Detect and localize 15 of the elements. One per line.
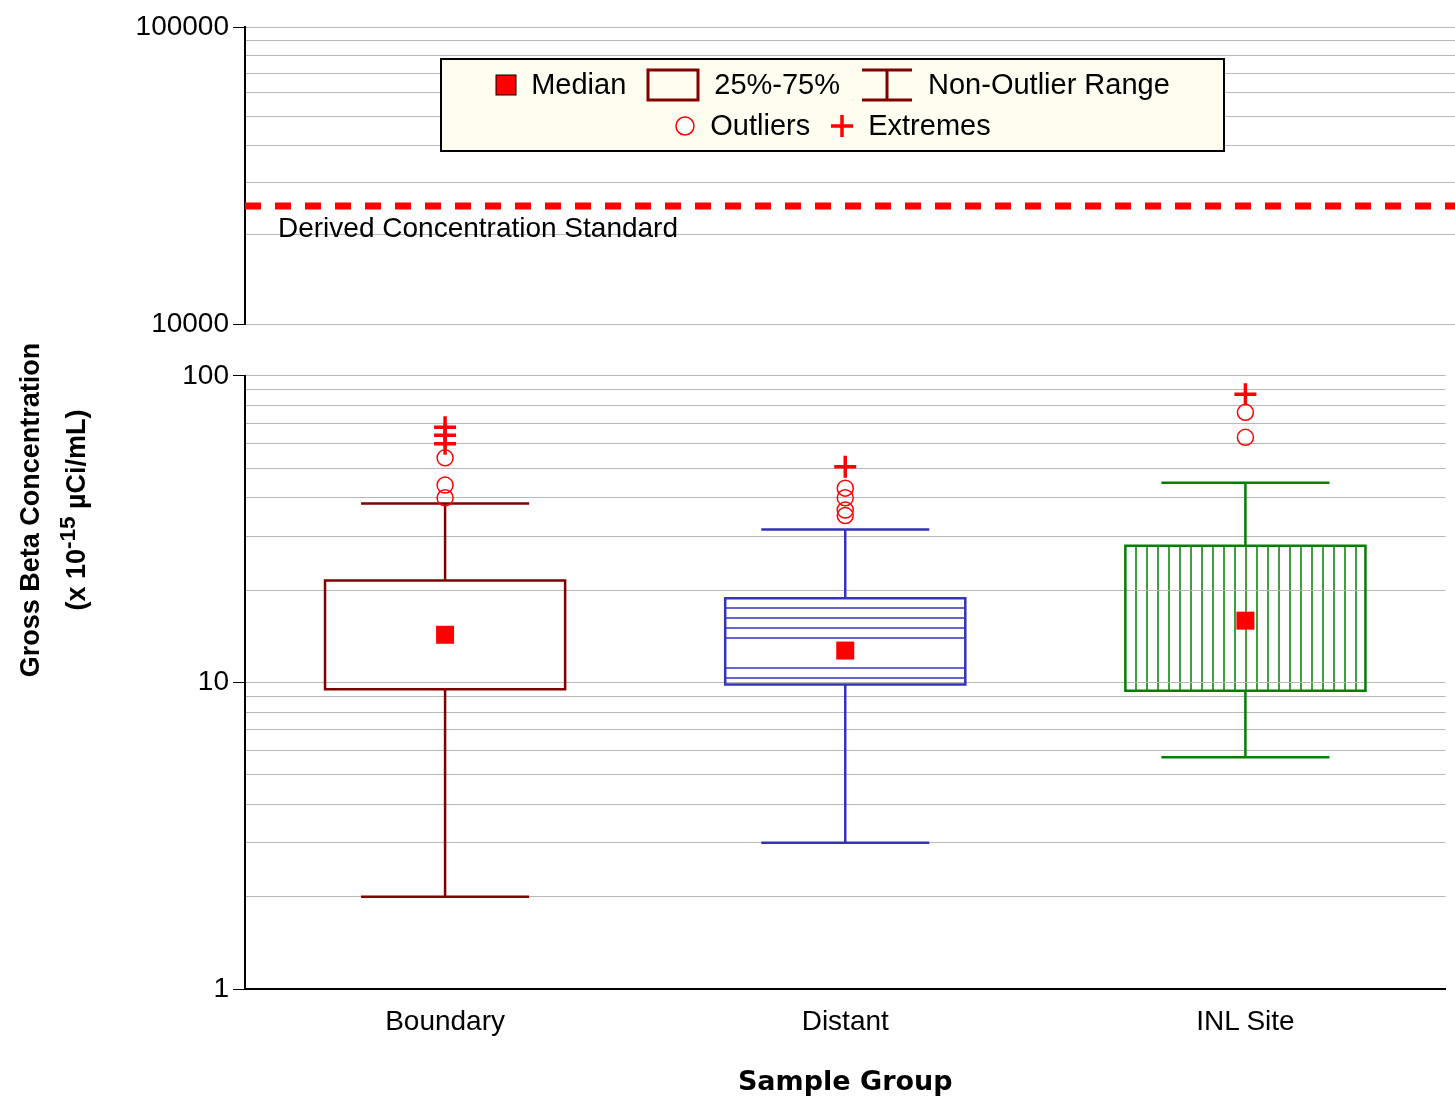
x-axis-title: Sample Group [737,1064,953,1096]
y-tick-label: 100 [182,358,229,390]
annotation: 25%-75% [714,68,841,101]
y-tick-label: 10 [197,665,229,697]
ref-line-label: Derived Concentration Standard [278,211,679,243]
legend-label: Non-Outlier Range [928,68,1170,101]
legend-label: Extremes [868,109,991,142]
x-tick-label: INL Site [1196,1004,1295,1036]
legend-label: Outliers [710,109,811,142]
x-tick-label: Distant [801,1004,890,1036]
x-tick-label: Boundary [385,1004,506,1036]
y-tick-label: 1 [213,971,229,1003]
annotation: Median [531,68,627,101]
y-tick-label: 100000 [135,9,229,41]
y-tick-label: 10000 [151,306,229,338]
